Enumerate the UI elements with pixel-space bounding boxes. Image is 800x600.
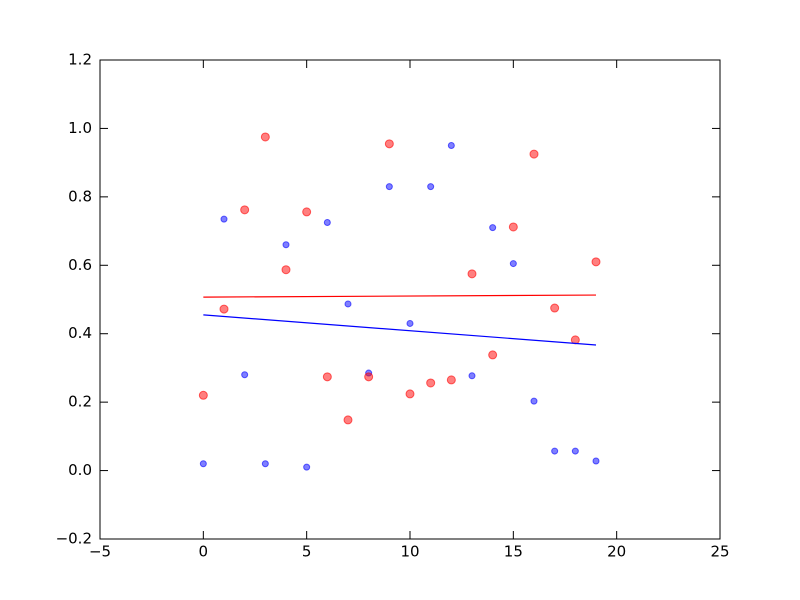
scatter-point — [302, 207, 312, 217]
scatter-point — [198, 390, 208, 400]
y-tick-label: 1.0 — [68, 119, 92, 137]
scatter-point — [322, 372, 332, 382]
scatter-point — [405, 389, 415, 399]
y-tick-label: 0.6 — [68, 256, 92, 274]
scatter-point — [241, 371, 249, 379]
scatter-point — [592, 457, 600, 465]
fit-line — [203, 314, 597, 346]
x-tick-label: 15 — [504, 543, 523, 561]
scatter-point — [426, 378, 436, 388]
y-tick-label: 0.4 — [68, 324, 92, 342]
scatter-point — [571, 447, 579, 455]
scatter-point — [240, 205, 250, 215]
scatter-point — [281, 265, 291, 275]
y-tick-label: 1.2 — [68, 51, 92, 69]
x-tick-label: 25 — [710, 543, 729, 561]
plot-frame — [99, 59, 721, 540]
scatter-point — [550, 303, 560, 313]
scatter-point — [303, 463, 311, 471]
scatter-point — [551, 447, 559, 455]
scatter-point — [343, 415, 353, 425]
scatter-point — [323, 219, 331, 227]
scatter-point — [427, 183, 435, 191]
y-tick-label: 0.0 — [68, 461, 92, 479]
scatter-point — [406, 319, 414, 327]
scatter-point — [261, 460, 269, 468]
fit-line — [203, 294, 597, 298]
x-tick-label: 10 — [400, 543, 419, 561]
scatter-point — [509, 260, 517, 268]
scatter-point — [344, 300, 352, 308]
y-tick-label: −0.2 — [56, 530, 92, 548]
scatter-point — [508, 222, 518, 232]
scatter-point — [384, 139, 394, 149]
x-tick-label: 20 — [607, 543, 626, 561]
scatter-point — [446, 375, 456, 385]
y-tick-label: 0.2 — [68, 393, 92, 411]
scatter-point — [260, 132, 270, 142]
scatter-point — [591, 257, 601, 267]
scatter-point — [468, 372, 476, 380]
scatter-point — [220, 215, 228, 223]
x-tick-label: −5 — [89, 543, 111, 561]
scatter-point — [447, 142, 455, 150]
scatter-point — [488, 350, 498, 360]
scatter-point — [385, 183, 393, 191]
x-tick-label: 0 — [199, 543, 209, 561]
scatter-point — [282, 241, 290, 249]
scatter-point — [467, 269, 477, 279]
scatter-point — [219, 304, 229, 314]
x-tick-label: 5 — [302, 543, 312, 561]
y-tick-label: 0.8 — [68, 187, 92, 205]
scatter-point — [489, 224, 497, 232]
scatter-point — [529, 149, 539, 159]
scatter-point — [199, 460, 207, 468]
scatter-point — [364, 372, 374, 382]
scatter-point — [530, 397, 538, 405]
